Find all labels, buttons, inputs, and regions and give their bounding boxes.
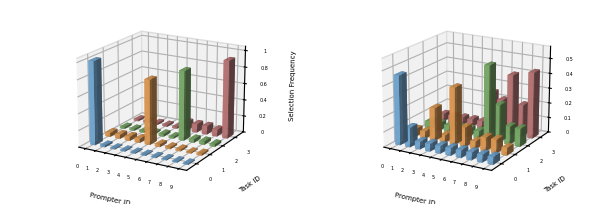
Y-axis label: Task ID: Task ID [238,175,262,194]
X-axis label: Prompter ID: Prompter ID [395,192,437,204]
Y-axis label: Task ID: Task ID [543,175,567,194]
X-axis label: Prompter ID: Prompter ID [90,192,131,204]
